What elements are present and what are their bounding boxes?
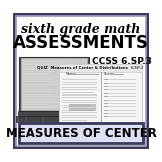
- Bar: [18, 111, 90, 116]
- Bar: [23, 68, 61, 70]
- Bar: [104, 106, 136, 107]
- Bar: [104, 116, 108, 117]
- Bar: [104, 116, 136, 117]
- Bar: [73, 74, 99, 75]
- Bar: [23, 99, 55, 100]
- Bar: [104, 79, 136, 80]
- Bar: [23, 91, 57, 92]
- Bar: [62, 112, 97, 113]
- Bar: [23, 96, 65, 98]
- Bar: [62, 89, 97, 90]
- Bar: [104, 96, 136, 97]
- Bar: [62, 105, 91, 106]
- Bar: [62, 84, 97, 85]
- Bar: [104, 110, 108, 111]
- Bar: [104, 103, 108, 104]
- Bar: [69, 104, 96, 107]
- Bar: [104, 86, 108, 87]
- Bar: [104, 89, 136, 90]
- Bar: [104, 96, 108, 97]
- Bar: [104, 100, 108, 101]
- Bar: [23, 78, 52, 80]
- Bar: [61, 66, 143, 127]
- Text: MEASURES OF CENTER: MEASURES OF CENTER: [6, 127, 156, 140]
- Text: Score:: Score:: [104, 72, 115, 76]
- Bar: [59, 64, 142, 72]
- Bar: [23, 73, 48, 75]
- Bar: [62, 82, 97, 83]
- Bar: [27, 117, 34, 121]
- Bar: [17, 17, 145, 61]
- Bar: [23, 86, 48, 87]
- Bar: [62, 107, 97, 108]
- Bar: [23, 94, 52, 95]
- Text: QUIZ  Measures of Center & Distributions: QUIZ Measures of Center & Distributions: [37, 66, 128, 70]
- Bar: [23, 71, 55, 72]
- Bar: [62, 100, 97, 101]
- Bar: [23, 84, 58, 85]
- Bar: [104, 89, 108, 90]
- Text: sixth grade math: sixth grade math: [21, 23, 141, 36]
- Bar: [59, 64, 142, 125]
- Bar: [23, 104, 48, 105]
- Bar: [104, 113, 136, 114]
- Bar: [104, 110, 136, 111]
- Bar: [69, 117, 76, 121]
- Bar: [19, 123, 143, 143]
- Bar: [62, 120, 87, 121]
- Bar: [104, 100, 136, 101]
- Bar: [104, 113, 108, 114]
- Bar: [21, 58, 87, 110]
- Bar: [104, 86, 136, 87]
- Bar: [62, 92, 94, 93]
- Text: ASSESSMENTS: ASSESSMENTS: [13, 34, 149, 52]
- Bar: [23, 66, 65, 67]
- Bar: [69, 108, 96, 111]
- Text: 6.SP.3: 6.SP.3: [131, 66, 144, 70]
- Bar: [104, 106, 108, 107]
- Bar: [101, 72, 102, 125]
- Bar: [23, 61, 69, 62]
- Bar: [62, 94, 97, 96]
- Bar: [44, 117, 51, 121]
- Bar: [78, 117, 84, 121]
- Bar: [62, 102, 97, 103]
- Bar: [61, 117, 68, 121]
- Bar: [16, 116, 92, 122]
- Bar: [35, 117, 42, 121]
- Bar: [23, 81, 65, 82]
- Bar: [19, 57, 89, 111]
- Bar: [52, 117, 59, 121]
- Bar: [62, 87, 97, 88]
- Bar: [62, 97, 97, 98]
- Bar: [23, 106, 58, 108]
- Bar: [62, 79, 97, 80]
- Bar: [104, 79, 108, 80]
- Bar: [23, 76, 63, 77]
- Bar: [62, 117, 97, 118]
- Bar: [19, 117, 25, 121]
- Text: Name:: Name:: [66, 72, 77, 76]
- Bar: [104, 83, 108, 84]
- Bar: [62, 115, 97, 116]
- Bar: [104, 103, 136, 104]
- Bar: [104, 93, 136, 94]
- Bar: [111, 74, 124, 75]
- Text: CCSS 6.SP.3: CCSS 6.SP.3: [92, 57, 152, 66]
- Bar: [62, 110, 94, 111]
- Bar: [23, 101, 61, 103]
- Bar: [104, 93, 108, 94]
- Bar: [23, 63, 57, 64]
- Bar: [104, 83, 136, 84]
- Bar: [23, 89, 61, 90]
